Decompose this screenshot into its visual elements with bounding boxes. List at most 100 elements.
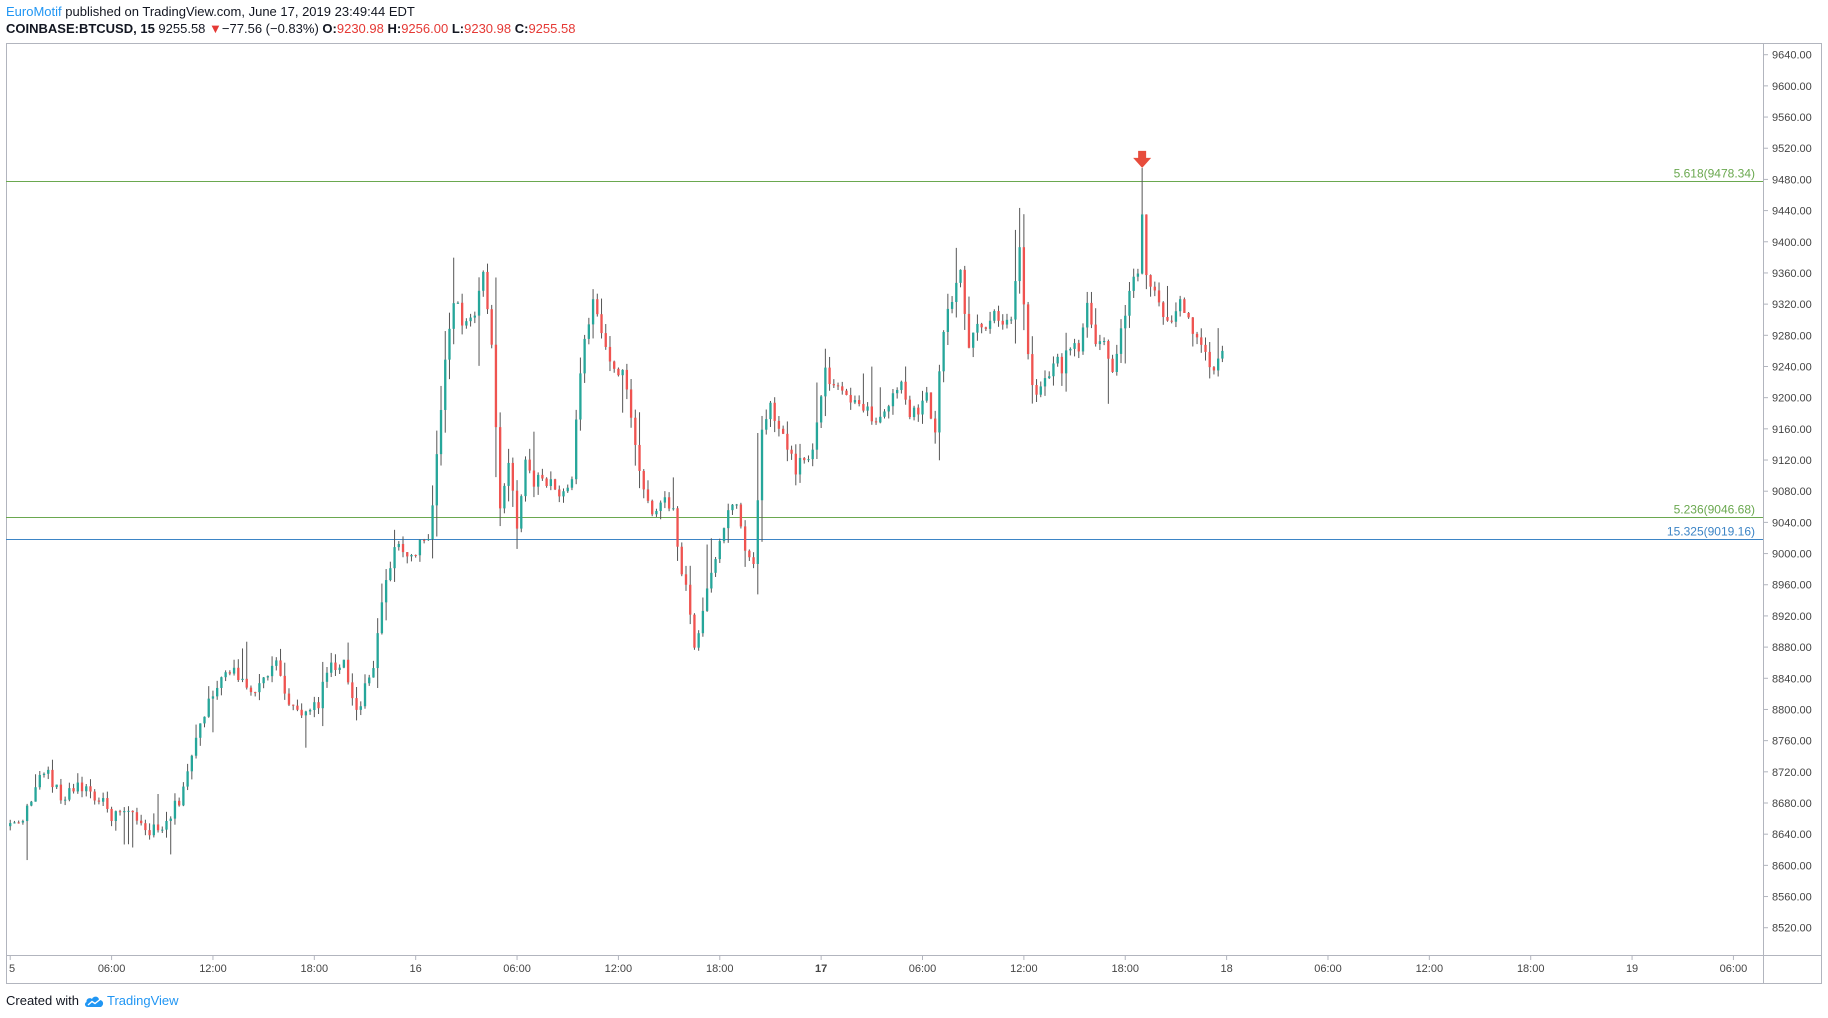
candle-body [325,672,329,682]
candle-body [262,677,265,684]
candle-body [186,771,189,787]
price-tick-label: 9320.00 [1772,299,1812,311]
candle-body [824,367,827,397]
candle-body [828,367,831,385]
candle-body [929,392,933,419]
candle-body [988,320,992,329]
candle [275,657,278,671]
price-tick-label: 8680.00 [1772,798,1812,810]
candle [68,782,71,802]
candle [727,503,730,543]
candle [680,542,683,577]
candle [139,814,143,826]
candle [1183,297,1186,313]
candle-body [917,407,920,415]
candle-body [604,333,607,347]
candle [625,363,629,400]
candle-body [397,543,400,548]
candle [93,789,96,805]
candle [1128,282,1131,328]
candle-body [1060,356,1064,374]
candle [1073,338,1076,357]
candle [410,553,413,562]
candle-body [190,755,193,772]
candle-body [351,682,354,699]
candle-body [629,389,633,418]
candle-body [359,706,362,710]
candle-body [51,769,54,788]
symbol-name[interactable]: COINBASE:BTCUSD, 15 [6,21,155,36]
candle-body [368,677,371,684]
candle-body [743,526,747,551]
candle [1052,356,1055,386]
candle [131,810,134,848]
candle [334,654,337,676]
price-axis[interactable]: 8520.00 8560.00 8600.00 8640.00 8680.00 8720.… [1763,50,1812,935]
candle [583,334,586,383]
candle-body [1115,353,1118,372]
candle-body [663,497,667,503]
candle-body [338,667,341,671]
candle-body [178,800,181,806]
candle-body [790,449,793,454]
candle-body [355,698,358,710]
candle-body [537,474,540,487]
candle [165,811,168,838]
candle-body [756,500,759,564]
candle-body [608,346,612,362]
price-tick-label: 8520.00 [1772,923,1812,935]
candle-body [444,359,447,410]
time-tick-label: 5 [9,963,15,975]
candle [338,664,341,674]
candle-body [1212,367,1216,371]
candle-body [228,672,232,674]
candle-body [1035,385,1038,395]
created-with-text: Created with [6,993,79,1008]
candle [161,826,164,833]
candle-body [993,311,996,321]
candle-body [739,504,743,527]
candle-body [1005,319,1009,325]
candle-body [465,321,468,326]
price-tick-label: 8960.00 [1772,580,1812,592]
candle-body [1149,275,1152,287]
candle [545,477,548,488]
candle-body [93,791,96,801]
candle [1107,339,1110,404]
arrow-down-marker-icon[interactable] [1133,150,1152,168]
time-tick-label: 16 [410,963,422,975]
candle-body [617,368,620,376]
candle-body [591,299,595,325]
candle [684,565,688,591]
candle-body [752,557,755,564]
candle-body [853,400,857,403]
candle [857,395,861,407]
candle [579,357,582,431]
candle [439,385,443,466]
candle [249,685,253,696]
candle [832,379,835,389]
price-change: −77.56 (−0.83%) [221,21,319,36]
candle [1149,274,1152,297]
time-axis[interactable]: 5 06:00 12:00 18:00 16 06:00 12:00 18:00 17 06:00… [9,955,1747,975]
ohlc-close-value: 9255.58 [528,21,576,36]
candle [651,499,654,517]
tradingview-logo[interactable]: TradingView [83,993,179,1009]
candle [127,806,130,845]
candle-body [63,799,67,801]
candle-body [89,786,92,792]
candle-body [959,269,962,283]
candle-body [786,433,789,450]
author-link[interactable]: EuroMotif [6,4,62,19]
candle [1119,319,1123,363]
candle-body [427,539,430,541]
candle-body [131,810,134,813]
candle [182,782,185,807]
candle-body [1204,344,1207,352]
candle-body [452,303,455,329]
time-tick-label: 06:00 [909,963,937,975]
candle-body [165,820,168,830]
candle [1005,313,1009,329]
candle-body [735,504,738,506]
